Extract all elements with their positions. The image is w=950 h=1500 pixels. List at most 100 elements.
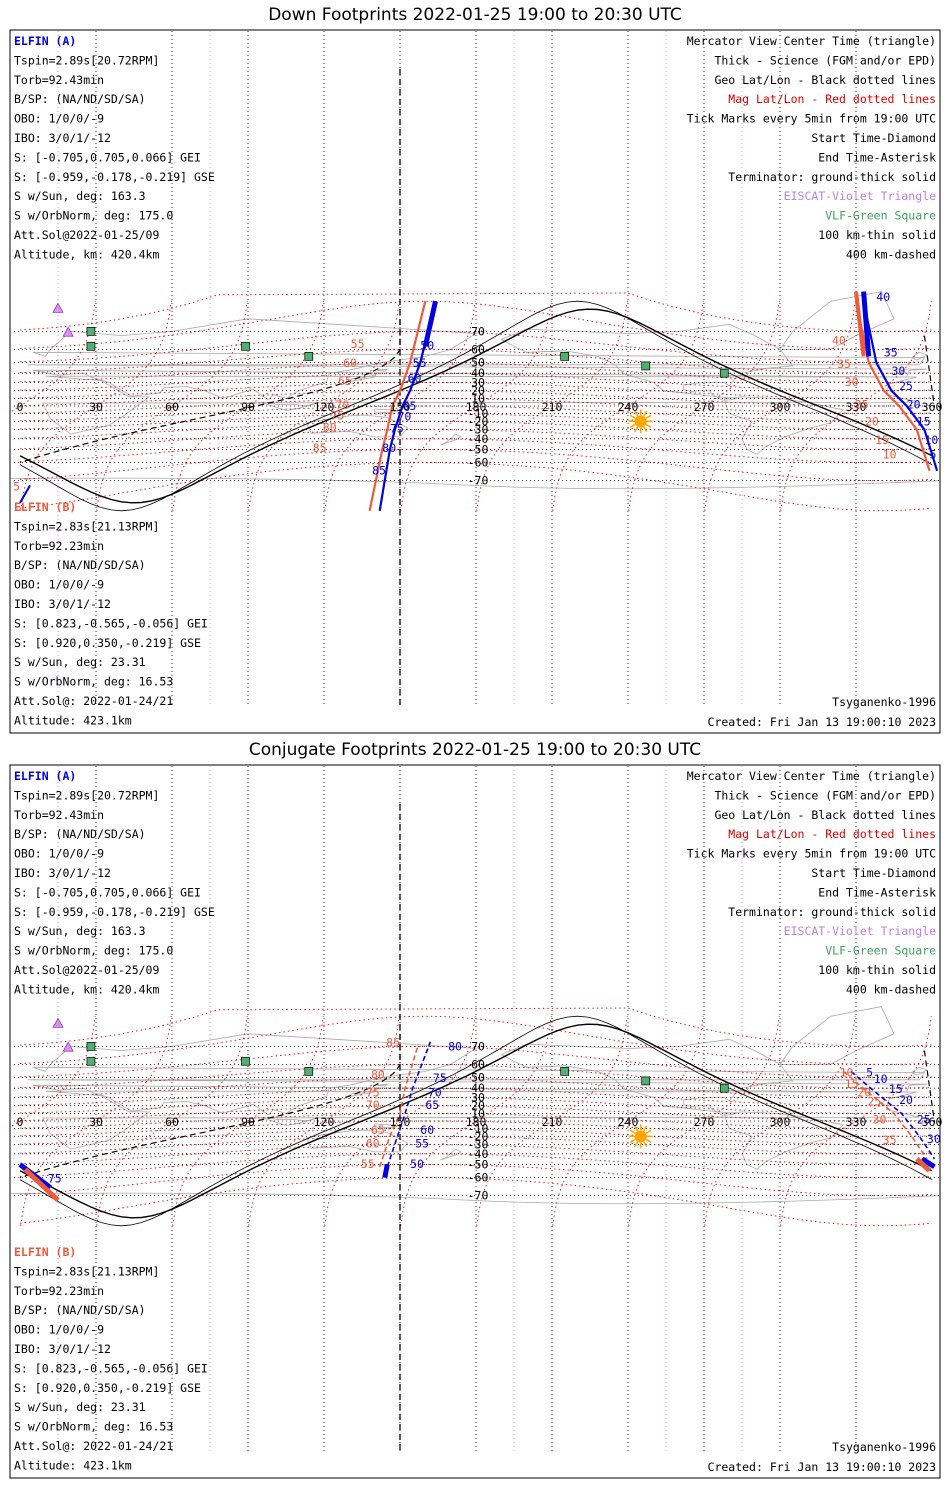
track-b-time-label: 5	[13, 479, 20, 493]
mag-grid	[11, 292, 933, 512]
track-b-time-label: 65	[371, 1123, 385, 1137]
track-a-time-label: 30	[927, 1132, 941, 1146]
eiscat-marker	[62, 326, 74, 337]
elfin-b-name: ELFIN (B)	[14, 500, 76, 514]
elfin-b-info-line: Att.Sol@: 2022-01-24/21	[14, 1439, 173, 1453]
track-a-time-label: 65	[403, 399, 417, 413]
elfin-b-info-line: Tspin=2.83s[21.13RPM]	[14, 1264, 159, 1278]
lat-tick-label: 60	[471, 342, 485, 356]
lon-tick-label: 270	[694, 400, 715, 414]
elfin-b-info-line: S w/Sun, deg: 23.31	[14, 1400, 146, 1414]
track-b-time-label: 15	[845, 1077, 859, 1091]
elfin-b-info-line: B/SP: (NA/ND/SD/SA)	[14, 558, 146, 572]
elfin-b-info-line: S: [0.920,0.350,-0.219] GSE	[14, 1381, 201, 1395]
elfin-a-info-line: B/SP: (NA/ND/SD/SA)	[14, 92, 146, 106]
track-a-time-label: 60	[408, 371, 422, 385]
legend-entry: Geo Lat/Lon - Black dotted lines	[714, 808, 936, 822]
elfin-b-info-line: S: [0.823,-0.565,-0.056] GEI	[14, 616, 208, 630]
elfin-a-info-line: Torb=92.43min	[14, 808, 104, 822]
coastline-outlines	[11, 291, 939, 490]
eiscat-marker	[52, 1017, 64, 1028]
track-b-time-label: 80	[323, 420, 337, 434]
legend-entry: Tick Marks every 5min from 19:00 UTC	[687, 112, 936, 126]
elfin-b-info-line: S: [0.823,-0.565,-0.056] GEI	[14, 1361, 208, 1375]
elfin-a-info-line: OBO: 1/0/0/-9	[14, 847, 104, 861]
lat-tick-label: -10	[468, 1122, 489, 1136]
track-b-time-label: 20	[857, 1086, 871, 1100]
track-b-time-label: 65	[338, 374, 352, 388]
lat-tick-label: -60	[468, 1171, 489, 1185]
elfin-a-info-line: OBO: 1/0/0/-9	[14, 112, 104, 126]
elfin-a-info-line: S w/OrbNorm, deg: 175.0	[14, 209, 173, 223]
track-a-time-label: 65	[425, 1098, 439, 1112]
lon-tick-label: 270	[694, 1115, 715, 1129]
lat-tick-label: 30	[471, 375, 485, 389]
elfin-a-name: ELFIN (A)	[14, 34, 76, 48]
lon-tick-label: 330	[846, 1115, 867, 1129]
legend-entry: Mag Lat/Lon - Red dotted lines	[728, 92, 936, 106]
track-a-time-label: 40	[876, 290, 890, 304]
track-b-time-label: 25	[855, 397, 869, 411]
lon-tick-label: 300	[770, 400, 791, 414]
elfin-a-info-line: Altitude, km: 420.4km	[14, 982, 159, 996]
lon-tick-label: 30	[89, 400, 103, 414]
model-label: Tsyganenko-1996	[832, 695, 936, 709]
lat-tick-label: -70	[468, 1189, 489, 1203]
track-a-time-label: 70	[428, 1086, 442, 1100]
track-b-time-label: 70	[366, 1098, 380, 1112]
sun-icon	[628, 409, 653, 434]
vlf-station-marker	[719, 1083, 729, 1093]
lat-tick-label: 50	[471, 356, 485, 370]
elfin-b-info-line: B/SP: (NA/ND/SD/SA)	[14, 1303, 146, 1317]
lat-tick-label: 20	[471, 1099, 485, 1113]
legend-entry: VLF-Green Square	[825, 944, 936, 958]
elfin-b-info-line: IBO: 3/0/1/-12	[14, 1342, 111, 1356]
lat-tick-label: 40	[471, 366, 485, 380]
track-b-time-label: 85	[386, 1035, 400, 1049]
mag-grid	[11, 1007, 933, 1227]
lon-tick-label: 120	[314, 1115, 335, 1129]
lon-tick-label: 240	[618, 1115, 639, 1129]
elfin-b-info-line: OBO: 1/0/0/-9	[14, 578, 104, 592]
lat-tick-label: -30	[468, 423, 489, 437]
vlf-station-marker	[641, 1076, 651, 1086]
track-b-time-label: 30	[873, 1112, 887, 1126]
lat-tick-label: 40	[471, 1081, 485, 1095]
orbit-tracks	[19, 291, 939, 512]
legend-entry: Start Time-Diamond	[811, 131, 936, 145]
vlf-station-marker	[304, 1067, 314, 1076]
terminator	[19, 69, 936, 706]
legend-entry: 100 km-thin solid	[818, 228, 936, 242]
lat-tick-label: 20	[471, 384, 485, 398]
elfin-a-info-line: Tspin=2.89s[20.72RPM]	[14, 788, 159, 802]
geo-grid	[11, 31, 939, 706]
track-a-time-label: 25	[917, 1112, 931, 1126]
lon-tick-label: 90	[241, 400, 255, 414]
track-a-time-label: 10	[924, 433, 938, 447]
panel-title-down: Down Footprints 2022-01-25 19:00 to 20:3…	[268, 5, 682, 25]
track-b-time-label: 40	[832, 334, 846, 348]
lon-tick-label: 150	[390, 400, 411, 414]
lon-tick-label: 180	[466, 400, 487, 414]
elfin-a-info-line: S: [-0.959,-0.178,-0.219] GSE	[14, 905, 215, 919]
lon-tick-label: 330	[846, 400, 867, 414]
lat-tick-label: -60	[468, 456, 489, 470]
track-a-time-label: 75	[48, 1171, 62, 1185]
track-b-time-label: 20	[865, 414, 879, 428]
track-a-time-label: 5	[866, 1065, 873, 1079]
vlf-station-marker	[560, 352, 570, 361]
elfin-b-info-line: S w/OrbNorm, deg: 16.53	[14, 675, 173, 689]
lat-tick-label: -40	[468, 432, 489, 446]
elfin-b-info-line: OBO: 1/0/0/-9	[14, 1323, 104, 1337]
track-b-time-label: 30	[845, 375, 859, 389]
legend-entry: End Time-Asterisk	[818, 150, 936, 164]
lon-tick-label: 180	[466, 1115, 487, 1129]
lat-tick-label: -20	[468, 1129, 489, 1143]
elfin-a-info-line: S w/OrbNorm, deg: 175.0	[14, 944, 173, 958]
elfin-a-info-line: IBO: 3/0/1/-12	[14, 866, 111, 880]
lon-tick-label: 0	[17, 1115, 24, 1129]
elfin-b-info-line: Torb=92.23min	[14, 1284, 104, 1298]
legend-entry: Start Time-Diamond	[811, 866, 936, 880]
lat-tick-label: 70	[471, 324, 485, 338]
elfin-b-info-line: Altitude: 423.1km	[14, 713, 132, 727]
